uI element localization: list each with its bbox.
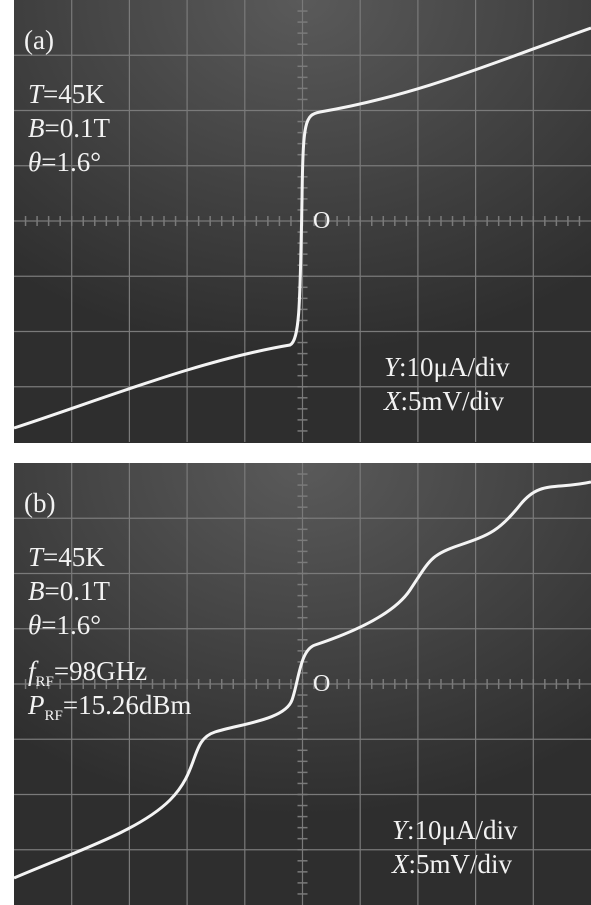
parameter: θ=1.6° [28,146,101,179]
symbol: B [28,113,45,143]
scale: X:5mV/div [384,385,504,418]
origin-marker: O [313,205,330,238]
symbol: f [28,656,36,686]
symbol: B [28,576,45,606]
panel-label-text: (a) [24,25,54,55]
value: :5mV/div [401,386,505,416]
parameter: PRF=15.26dBm [28,689,191,733]
figure: (a)OT=45KB=0.1Tθ=1.6°Y:10μA/divX:5mV/div… [0,0,591,905]
origin-marker: O [313,668,330,701]
origin-text: O [313,671,330,697]
value: =98GHz [54,656,147,686]
value: =45K [43,542,105,572]
symbol: T [28,79,43,109]
value: =0.1T [45,113,110,143]
subscript: RF [45,708,63,724]
value: =0.1T [45,576,110,606]
symbol: X [384,386,401,416]
value: :5mV/div [409,849,513,879]
symbol: Y [384,352,399,382]
parameter: T=45K [28,541,105,574]
parameter: B=0.1T [28,575,110,608]
value: :10μA/div [399,352,509,382]
panel-label: (b) [24,487,55,520]
scale: X:5mV/div [392,848,512,881]
symbol: Y [392,815,407,845]
value: =1.6° [41,147,101,177]
symbol: X [392,849,409,879]
symbol: P [28,690,45,720]
value: =45K [43,79,105,109]
panel-label-text: (b) [24,488,55,518]
parameter: B=0.1T [28,112,110,145]
panel-label: (a) [24,24,54,57]
origin-text: O [313,208,330,234]
symbol: θ [28,147,41,177]
scale: Y:10μA/div [392,814,518,847]
value: :10μA/div [407,815,517,845]
value: =1.6° [41,610,101,640]
scale: Y:10μA/div [384,351,510,384]
parameter: T=45K [28,78,105,111]
subscript: RF [36,674,54,690]
symbol: T [28,542,43,572]
value: =15.26dBm [63,690,192,720]
symbol: θ [28,610,41,640]
parameter: θ=1.6° [28,609,101,642]
